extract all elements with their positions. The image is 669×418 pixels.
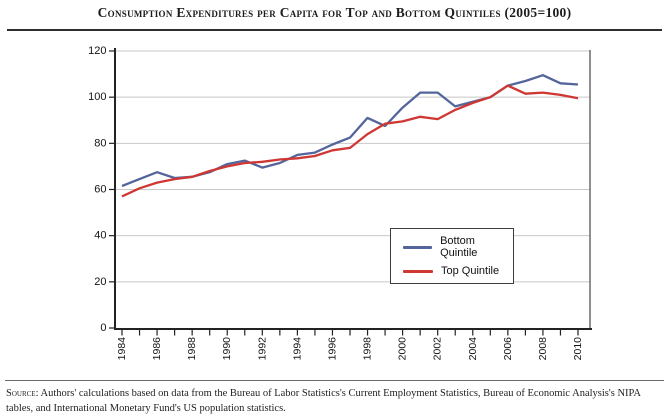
svg-text:2000: 2000 [397,337,409,361]
svg-text:2002: 2002 [432,337,444,361]
svg-text:0: 0 [100,322,106,334]
top-quintile-line-swatch [403,269,433,273]
legend-item-bottom-quintile: Bottom Quintile [403,235,513,259]
legend-label-top-quintile: Top Quintile [441,265,500,277]
svg-text:1990: 1990 [221,337,233,361]
source-divider-rule [5,380,664,381]
source-label: Source: [6,388,39,399]
source-text: Authors' calculations based on data from… [6,388,641,415]
svg-text:1984: 1984 [116,337,128,361]
gridlines [115,50,590,283]
title-divider-rule [7,29,662,31]
svg-text:20: 20 [94,276,106,288]
svg-text:100: 100 [88,91,106,103]
bottom-quintile-line-swatch [403,245,433,249]
legend-box: Bottom Quintile Top Quintile [390,228,514,284]
legend-label-bottom-quintile: Bottom Quintile [440,235,478,259]
y-tick-labels: 0 20 40 60 80 100 120 [88,45,115,334]
svg-text:1988: 1988 [186,337,198,361]
svg-text:1996: 1996 [327,337,339,361]
svg-text:2008: 2008 [537,337,549,361]
svg-text:80: 80 [94,137,106,149]
source-note: Source: Authors' calculations based on d… [6,386,664,416]
svg-text:2010: 2010 [572,337,584,361]
svg-text:1998: 1998 [362,337,374,361]
legend-item-top-quintile: Top Quintile [403,265,513,277]
series-line-bottom-quintile [121,74,579,188]
svg-text:40: 40 [94,230,106,242]
svg-text:60: 60 [94,184,106,196]
svg-text:2004: 2004 [467,337,479,361]
svg-text:1994: 1994 [291,337,303,361]
chart-title: Consumption Expenditures per Capita for … [97,5,572,20]
svg-text:2006: 2006 [502,337,514,361]
svg-text:1992: 1992 [256,337,268,361]
x-tick-labels: 1984 1986 1988 1990 1992 1994 1996 1998 2000 2002… [116,330,584,360]
svg-text:120: 120 [88,45,106,57]
series-line-top-quintile [121,84,579,198]
svg-text:1986: 1986 [151,337,163,361]
